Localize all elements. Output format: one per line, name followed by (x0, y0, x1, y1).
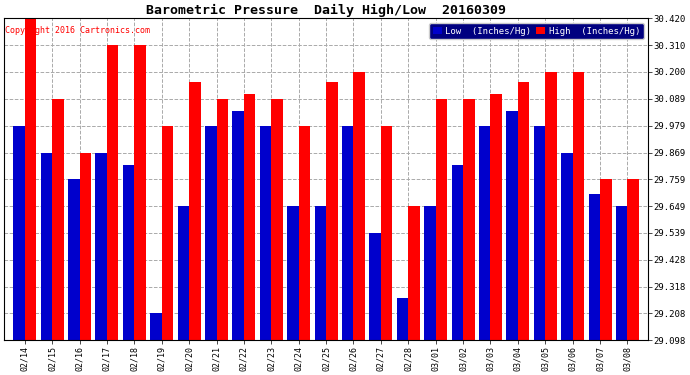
Bar (68, 179, 79, 340)
Bar (627, 179, 639, 340)
Bar (123, 165, 135, 340)
Bar (189, 82, 201, 340)
Bar (506, 111, 518, 340)
Bar (424, 206, 435, 340)
Bar (381, 126, 393, 340)
Bar (589, 194, 600, 340)
Bar (13, 126, 25, 340)
Bar (326, 82, 337, 340)
Bar (107, 45, 119, 340)
Bar (233, 111, 244, 340)
Bar (315, 206, 326, 340)
Bar (573, 72, 584, 340)
Bar (600, 179, 611, 340)
Bar (41, 153, 52, 340)
Bar (135, 45, 146, 340)
Bar (561, 153, 573, 340)
Bar (150, 314, 161, 340)
Bar (271, 99, 283, 340)
Bar (463, 99, 475, 340)
Bar (25, 18, 36, 340)
Bar (260, 126, 271, 340)
Bar (205, 126, 217, 340)
Bar (435, 99, 447, 340)
Bar (299, 126, 310, 340)
Bar (616, 206, 627, 340)
Bar (369, 233, 381, 340)
Bar (287, 206, 299, 340)
Bar (177, 206, 189, 340)
Bar (491, 94, 502, 340)
Bar (244, 94, 255, 340)
Bar (161, 126, 173, 340)
Title: Barometric Pressure  Daily High/Low  20160309: Barometric Pressure Daily High/Low 20160… (146, 4, 506, 17)
Bar (342, 126, 353, 340)
Bar (545, 72, 557, 340)
Bar (479, 126, 491, 340)
Legend: Low  (Inches/Hg), High  (Inches/Hg): Low (Inches/Hg), High (Inches/Hg) (429, 23, 644, 39)
Bar (534, 126, 545, 340)
Bar (52, 99, 63, 340)
Bar (79, 153, 91, 340)
Bar (217, 99, 228, 340)
Bar (408, 206, 420, 340)
Bar (353, 72, 365, 340)
Text: Copyright 2016 Cartronics.com: Copyright 2016 Cartronics.com (5, 27, 150, 36)
Bar (518, 82, 529, 340)
Bar (451, 165, 463, 340)
Bar (397, 298, 408, 340)
Bar (95, 153, 107, 340)
